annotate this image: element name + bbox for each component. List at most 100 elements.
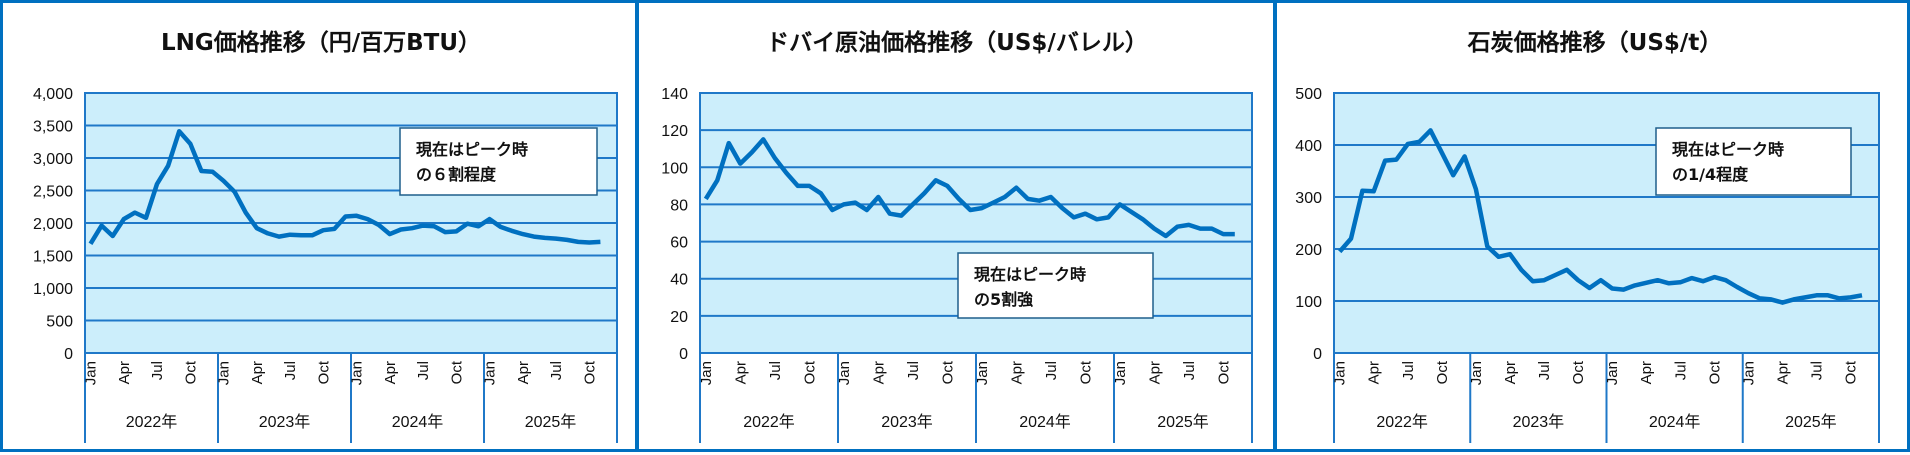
- y-tick-label: 0: [1313, 346, 1322, 363]
- y-tick-label: 120: [661, 123, 688, 140]
- month-tick-label: Oct: [1570, 360, 1587, 384]
- month-tick-label: Jan: [1740, 361, 1757, 385]
- month-tick-label: Jul: [548, 361, 565, 380]
- month-tick-label: Oct: [939, 360, 956, 384]
- month-tick-label: Apr: [870, 361, 887, 384]
- month-tick-label: Jul: [415, 361, 432, 380]
- y-tick-label: 0: [64, 346, 73, 363]
- annotation-text: の5割強: [974, 290, 1033, 309]
- month-tick-label: Jul: [1400, 361, 1417, 380]
- coal-chart: 0 100 200 300 400 500 2022年 Jan Apr Jul Oct 2023年 Ja…: [1295, 29, 1880, 443]
- year-label: 2022年: [743, 413, 795, 431]
- month-tick-label: Apr: [1638, 361, 1655, 384]
- month-tick-label: Jul: [1043, 361, 1060, 380]
- annotation-text: 現在はピーク時: [974, 265, 1086, 284]
- month-tick-label: Jul: [1672, 361, 1689, 380]
- month-tick-label: Apr: [732, 361, 749, 384]
- annotation-box: [399, 127, 598, 196]
- year-label: 2024年: [1019, 413, 1071, 431]
- month-tick-label: Jul: [1181, 361, 1198, 380]
- annotation-text: 現在はピーク時: [1672, 140, 1784, 159]
- month-tick-label: Jul: [149, 361, 166, 380]
- y-tick-label: 500: [46, 314, 73, 331]
- y-tick-label: 3,000: [33, 151, 73, 168]
- y-tick-label: 2,500: [33, 184, 73, 201]
- month-tick-label: Jul: [282, 361, 299, 380]
- y-tick-label: 200: [1295, 242, 1322, 259]
- month-tick-label: Jul: [767, 361, 784, 380]
- month-tick-label: Oct: [1077, 360, 1094, 384]
- year-label: 2024年: [1649, 413, 1701, 431]
- month-tick-label: Jan: [974, 361, 991, 385]
- y-tick-label: 0: [679, 346, 688, 363]
- month-tick-label: Jan: [1468, 361, 1485, 385]
- coal-chart-panel: 0 100 200 300 400 500 2022年 Jan Apr Jul Oct 2023年 Ja…: [1274, 0, 1910, 452]
- y-tick-label: 60: [670, 235, 688, 252]
- year-label: 2023年: [259, 413, 311, 431]
- month-tick-label: Apr: [1502, 361, 1519, 384]
- month-tick-label: Jan: [216, 361, 233, 385]
- month-tick-label: Oct: [182, 360, 199, 384]
- lng-chart: 0 500 1,000 1,500 2,000 2,500 3,000 3,500 4,000 2…: [33, 29, 618, 443]
- dubai-chart-panel: 0 20 40 60 80 100 120 140 2022年 Jan Apr Jul Oct 2023年…: [636, 0, 1276, 452]
- annotation-box: [1655, 127, 1852, 196]
- year-label: 2023年: [1513, 413, 1565, 431]
- y-tick-label: 1,000: [33, 281, 73, 298]
- chart-title: ドバイ原油価格推移（US$/バレル）: [766, 29, 1148, 56]
- year-label: 2025年: [1157, 413, 1209, 431]
- month-tick-label: Oct: [1706, 360, 1723, 384]
- month-tick-label: Jan: [83, 361, 100, 385]
- year-label: 2022年: [1376, 413, 1428, 431]
- month-tick-label: Oct: [1215, 360, 1232, 384]
- year-label: 2025年: [525, 413, 577, 431]
- y-tick-label: 1,500: [33, 249, 73, 266]
- month-tick-label: Oct: [448, 360, 465, 384]
- y-tick-label: 300: [1295, 190, 1322, 207]
- y-tick-label: 100: [661, 160, 688, 177]
- price-line: [1338, 128, 1863, 305]
- month-tick-label: Apr: [249, 361, 266, 384]
- chart-title: LNG価格推移（円/百万BTU）: [161, 29, 481, 56]
- year-label: 2022年: [126, 413, 178, 431]
- month-tick-label: Oct: [581, 360, 598, 384]
- y-tick-label: 40: [670, 272, 688, 289]
- month-tick-label: Apr: [382, 361, 399, 384]
- month-tick-label: Jan: [482, 361, 499, 385]
- y-tick-label: 20: [670, 309, 688, 326]
- y-tick-label: 400: [1295, 138, 1322, 155]
- y-tick-label: 500: [1295, 86, 1322, 103]
- y-tick-label: 3,500: [33, 119, 73, 136]
- month-tick-label: Jul: [1809, 361, 1826, 380]
- price-line: [703, 137, 1235, 239]
- month-tick-label: Jan: [1112, 361, 1129, 385]
- month-tick-label: Apr: [1774, 361, 1791, 384]
- lng-chart-panel: 0 500 1,000 1,500 2,000 2,500 3,000 3,500 4,000 2…: [0, 0, 638, 452]
- month-tick-label: Apr: [1146, 361, 1163, 384]
- month-tick-label: Oct: [315, 360, 332, 384]
- y-tick-label: 2,000: [33, 216, 73, 233]
- month-tick-label: Apr: [1008, 361, 1025, 384]
- month-tick-label: Apr: [515, 361, 532, 384]
- price-line: [88, 129, 601, 245]
- month-tick-label: Apr: [1366, 361, 1383, 384]
- chart-title: 石炭価格推移（US$/t）: [1467, 29, 1723, 56]
- y-tick-label: 80: [670, 197, 688, 214]
- annotation-text: の1/4程度: [1672, 165, 1749, 184]
- year-label: 2023年: [881, 413, 933, 431]
- month-tick-label: Jan: [698, 361, 715, 385]
- annotation-text: の６割程度: [416, 165, 497, 184]
- year-label: 2025年: [1785, 413, 1837, 431]
- month-tick-label: Jul: [1536, 361, 1553, 380]
- y-tick-label: 140: [661, 86, 688, 103]
- month-tick-label: Jan: [349, 361, 366, 385]
- month-tick-label: Jul: [905, 361, 922, 380]
- year-label: 2024年: [392, 413, 444, 431]
- month-tick-label: Jan: [1604, 361, 1621, 385]
- month-tick-label: Jan: [1332, 361, 1349, 385]
- month-tick-label: Oct: [801, 360, 818, 384]
- annotation-box: [957, 252, 1154, 319]
- y-tick-label: 100: [1295, 294, 1322, 311]
- month-tick-label: Oct: [1843, 360, 1860, 384]
- y-tick-label: 4,000: [33, 86, 73, 103]
- month-tick-label: Apr: [116, 361, 133, 384]
